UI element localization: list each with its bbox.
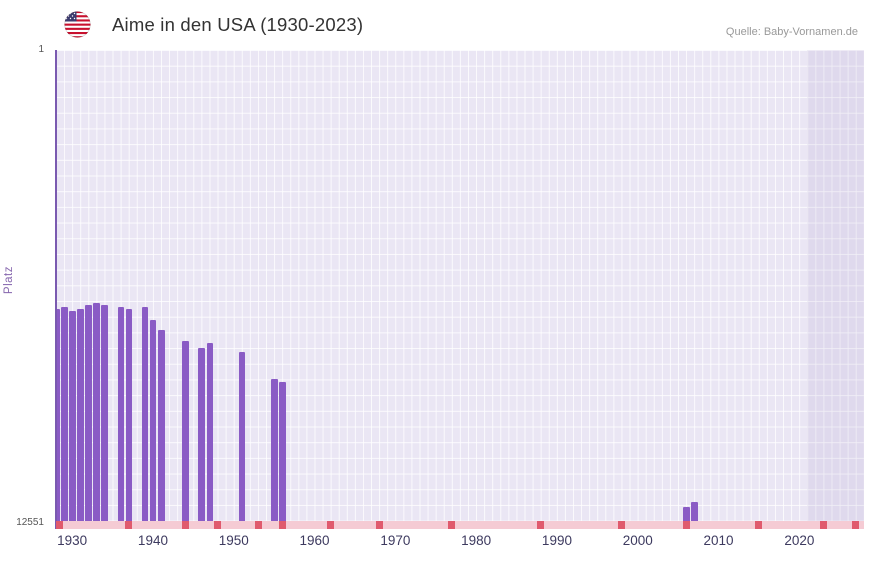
unranked-mark-1977 [448,521,456,529]
rank-bar-1930 [69,310,76,521]
unranked-mark-1944 [181,521,189,529]
rank-bar-1933 [93,303,100,521]
y-axis-title: Platz [3,266,15,295]
x-tick-label-1960: 1960 [299,533,330,548]
x-tick-label-1950: 1950 [218,533,249,548]
unranked-mark-1968 [375,521,383,529]
rank-bar-1932 [85,305,92,521]
rank-bar-1929 [61,307,68,521]
y-axis-line [55,50,57,529]
rank-bar-1940 [149,320,157,521]
future-band [807,50,864,521]
x-tick-label-1930: 1930 [57,533,88,548]
x-tick-label-2010: 2010 [703,533,734,548]
x-tick-label-2000: 2000 [622,533,653,548]
unranked-mark-1948 [214,521,222,529]
rank-bar-1939 [141,307,149,521]
rank-bar-1944 [182,340,189,521]
x-tick-label-1940: 1940 [137,533,168,548]
us-flag-icon [64,11,91,38]
rank-bar-1928 [56,308,60,521]
unranked-mark-1937 [125,521,133,529]
x-axis-labels: 1930 1940 1950 1960 1970 1980 1990 2000 2010 2020 [56,533,864,553]
rank-bar-1941 [158,329,165,521]
unranked-mark-1928 [56,521,63,529]
unranked-mark-2023 [820,521,828,529]
plot-area [56,50,864,521]
x-tick-label-1990: 1990 [541,533,572,548]
rank-bar-1951 [238,352,246,521]
y-tick-label-top: 1 [38,44,44,55]
rank-bar-1946 [198,348,205,521]
unranked-mark-1962 [327,521,335,529]
rank-bar-2007 [691,501,698,521]
x-tick-label-2020: 2020 [784,533,815,548]
unranked-mark-1988 [537,521,545,529]
x-tick-label-1980: 1980 [461,533,492,548]
rank-bar-1936 [117,307,125,521]
rank-bar-1937 [125,308,133,521]
x-tick-label-1970: 1970 [380,533,411,548]
page-title: Aime in den USA (1930-2023) [112,14,364,35]
y-tick-label-bottom: 12551 [16,517,44,528]
unranked-mark-2006 [682,521,690,529]
rank-bar-2006 [683,507,690,521]
source-link[interactable]: Quelle: Baby-Vornamen.de [725,26,858,38]
rank-bar-1955 [271,379,278,521]
unranked-mark-1953 [254,521,262,529]
rank-bar-1956 [279,382,286,521]
unranked-mark-1956 [278,521,286,529]
unranked-mark-2027 [852,521,860,529]
unranked-strip [56,521,864,529]
rank-bar-1931 [77,308,84,521]
unranked-mark-2015 [755,521,763,529]
unranked-mark-1998 [618,521,626,529]
rank-bar-1934 [101,305,108,521]
rank-bar-1947 [206,342,214,521]
